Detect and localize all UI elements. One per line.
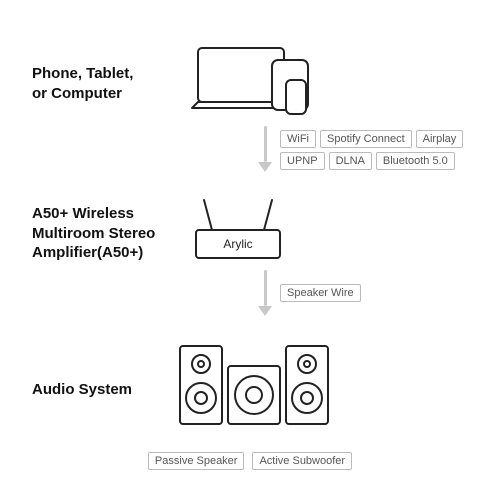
connection-2-tags: Speaker Wire <box>280 284 361 302</box>
protocol-tag: WiFi <box>280 130 316 148</box>
connection-1-tags: WiFi Spotify Connect Airplay UPNP DLNA B… <box>280 130 490 170</box>
label-text: A50+ Wireless <box>32 205 134 222</box>
tier-audio: Audio System <box>0 332 500 447</box>
output-tags: Passive Speaker Active Subwoofer <box>0 452 500 470</box>
protocol-tag: Bluetooth 5.0 <box>376 152 455 170</box>
protocol-tag: DLNA <box>329 152 372 170</box>
protocol-tag: Speaker Wire <box>280 284 361 302</box>
tier-source: Phone, Tablet, or Computer <box>0 42 500 125</box>
label-text: Amplifier(A50+) <box>32 244 143 261</box>
output-tag: Active Subwoofer <box>252 452 352 470</box>
tier-amplifier: A50+ Wireless Multiroom Stereo Amplifier… <box>0 196 500 271</box>
protocol-tag: UPNP <box>280 152 325 170</box>
amplifier-icon: Arylic <box>178 196 298 271</box>
speakers-icon <box>174 332 334 447</box>
devices-icon <box>190 42 320 125</box>
tier-audio-label: Audio System <box>0 380 160 400</box>
arrow-2 <box>258 270 272 316</box>
protocol-tag: Airplay <box>416 130 464 148</box>
arrow-1 <box>258 126 272 172</box>
label-text: or Computer <box>32 85 122 102</box>
amplifier-brand-text: Arylic <box>223 237 252 251</box>
label-text: Multiroom Stereo <box>32 225 155 242</box>
output-tag: Passive Speaker <box>148 452 245 470</box>
label-text: Phone, Tablet, <box>32 65 133 82</box>
label-text: Audio System <box>32 381 132 398</box>
tier-source-label: Phone, Tablet, or Computer <box>0 64 160 103</box>
tier-amplifier-label: A50+ Wireless Multiroom Stereo Amplifier… <box>0 204 160 263</box>
protocol-tag: Spotify Connect <box>320 130 412 148</box>
